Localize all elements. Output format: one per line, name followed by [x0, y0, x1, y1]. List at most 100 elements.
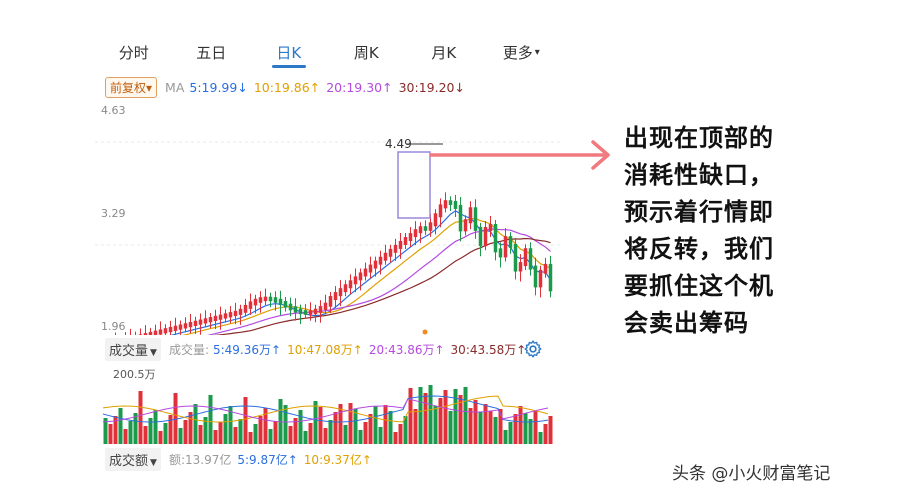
volume-max-label: 200.5万 — [113, 368, 156, 381]
candle-body — [268, 296, 273, 302]
volume-dropdown-label: 成交量 — [109, 343, 149, 359]
adjust-dropdown[interactable]: 前复权▾ — [105, 76, 158, 98]
volume-bar — [333, 412, 338, 444]
candle-body — [378, 256, 383, 265]
candle-body — [253, 298, 258, 306]
volume-ma-line — [102, 398, 549, 423]
candle-body — [203, 318, 208, 324]
tab-intraday[interactable]: 分时 — [95, 30, 173, 74]
volume-bar — [318, 407, 323, 444]
tab-five-day[interactable]: 五日 — [173, 30, 251, 74]
tab-monthly-k[interactable]: 月K — [405, 30, 483, 74]
candle-body — [478, 226, 483, 247]
candle-body — [183, 323, 188, 329]
volume-bar — [298, 410, 303, 444]
candle-body — [333, 292, 338, 301]
volume-bar-chart[interactable] — [95, 376, 560, 444]
volume-bar — [348, 403, 353, 444]
volume-bar — [418, 387, 423, 444]
price-axis-top: 4.63 — [101, 104, 126, 117]
candle-body — [303, 310, 308, 315]
volume-bar — [438, 398, 443, 444]
volume-bar — [483, 404, 488, 444]
volume-bar — [248, 432, 253, 444]
volume-bar — [368, 414, 373, 444]
tab-more[interactable]: 更多 ▾ — [483, 30, 561, 74]
candle-body — [538, 269, 543, 288]
amount-dropdown[interactable]: 成交额 ▼ — [105, 447, 161, 471]
candle-body — [388, 248, 393, 257]
tab-weekly-k[interactable]: 周K — [328, 30, 406, 74]
volume-bar — [158, 431, 163, 444]
annotation-arrow — [429, 140, 610, 170]
candle-body — [363, 268, 368, 277]
volume-bar — [168, 415, 173, 444]
candle-body — [483, 227, 488, 247]
volume-bar — [488, 411, 493, 444]
volume-bar — [513, 414, 518, 444]
candle-body — [343, 284, 348, 293]
candle-body — [508, 236, 513, 248]
volume-bar — [403, 416, 408, 444]
tab-label: 月K — [431, 43, 457, 62]
candle-body — [148, 331, 153, 335]
candle-body — [328, 296, 333, 307]
candle-body — [278, 298, 283, 306]
volume-bar — [473, 400, 478, 444]
price-axis-low: 1.96 — [101, 320, 126, 333]
candle-body — [418, 226, 423, 234]
volume-bar — [428, 385, 433, 444]
volume-bar — [148, 418, 153, 444]
candle-body — [518, 262, 523, 272]
volume-ma-line — [102, 395, 549, 423]
annotation-line: 消耗性缺口， — [624, 161, 774, 189]
candlestick-chart[interactable]: 4.492.10 — [95, 100, 560, 335]
volume-bar — [163, 423, 168, 444]
volume-bar — [478, 412, 483, 444]
volume-bar — [228, 406, 233, 444]
candle-body — [383, 252, 388, 261]
volume-bar — [388, 411, 393, 444]
candle-body — [138, 334, 143, 335]
volume-bar — [468, 408, 473, 444]
volume-control-row: 成交量 ▼ 成交量: 5:49.36万↑ 10:47.08万↑ 20:43.86万… — [105, 337, 526, 361]
annotation-text: 出现在顶部的 消耗性缺口， 预示着行情即 将反转，我们 要抓住这个机 会卖出筹码 — [624, 120, 864, 342]
candle-body — [498, 248, 503, 258]
candle-body — [458, 204, 463, 232]
watermark: 头条 @小火财富笔记 — [672, 464, 831, 484]
tab-daily-k[interactable]: 日K — [250, 30, 328, 74]
candle-body — [348, 280, 353, 289]
volume-bar — [293, 418, 298, 444]
candle-body — [293, 306, 298, 313]
candle-body — [493, 223, 498, 253]
tab-label: 日K — [276, 43, 302, 62]
volume-dropdown[interactable]: 成交量 ▼ — [105, 337, 161, 361]
candle-body — [288, 303, 293, 311]
volume-bar — [143, 426, 148, 444]
price-axis-mid: 3.29 — [101, 207, 126, 220]
volume-bar — [518, 406, 523, 444]
candle-body — [318, 306, 323, 313]
volume-bar — [178, 428, 183, 444]
gear-icon[interactable] — [523, 339, 543, 359]
volume-bar — [138, 391, 143, 444]
volume-bar — [528, 419, 533, 444]
candle-body — [373, 260, 378, 269]
volume-bar — [493, 417, 498, 444]
volume-bar — [193, 404, 198, 444]
amount-ma10: 10:9.37亿↑ — [303, 452, 372, 467]
volume-bar — [103, 418, 108, 444]
volume-bar — [523, 413, 528, 444]
amount-control-row: 成交额 ▼ 额:13.97亿 5:9.87亿↑ 10:9.37亿↑ — [105, 447, 372, 471]
ma30-line — [213, 237, 551, 335]
volume-bar — [373, 406, 378, 444]
volume-bar — [123, 429, 128, 444]
candle-body — [198, 319, 203, 325]
candle-body — [413, 229, 418, 238]
candle-body — [243, 304, 248, 313]
volume-bar — [263, 408, 268, 444]
volume-bar — [313, 401, 318, 444]
annotation-line: 要抓住这个机 — [624, 272, 774, 300]
volume-bar — [203, 417, 208, 444]
volume-bar — [543, 424, 548, 444]
